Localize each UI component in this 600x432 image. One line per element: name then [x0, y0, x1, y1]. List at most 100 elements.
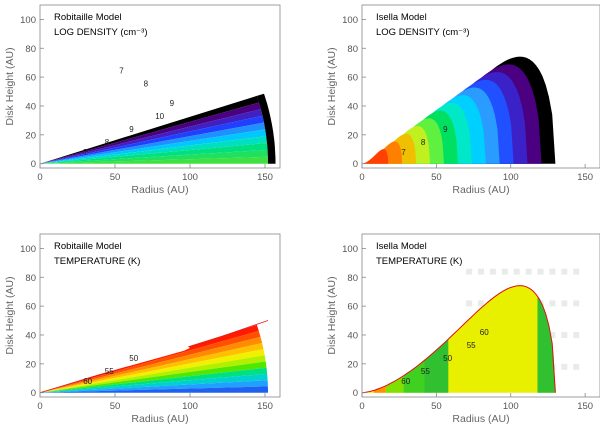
density-band [40, 102, 261, 164]
density-band [40, 156, 268, 164]
x-tick-label: 100 [182, 401, 198, 412]
dither-cell [573, 332, 580, 339]
temperature-band [403, 360, 425, 393]
x-tick-label: 50 [431, 172, 442, 183]
dither-cell [573, 363, 580, 370]
dither-cell [537, 268, 544, 275]
density-band [40, 367, 268, 393]
y-tick-label: 0 [31, 159, 36, 170]
dither-cell [573, 268, 580, 275]
dither-cell [513, 268, 520, 275]
y-tick-label: 20 [25, 359, 36, 370]
density-band [40, 349, 265, 393]
y-axis-label: Disk Height (AU) [326, 47, 338, 125]
quantity-label: TEMPERATURE (K) [54, 256, 140, 267]
dither-cell [478, 300, 485, 307]
dither-cell [466, 300, 473, 307]
plot-area [362, 56, 556, 164]
x-tick-label: 150 [257, 172, 273, 183]
y-tick-label: 40 [25, 101, 36, 112]
density-band [40, 122, 266, 164]
x-tick-label: 50 [431, 401, 442, 412]
y-tick-label: 20 [25, 130, 36, 141]
y-tick-label: 100 [342, 15, 358, 26]
dither-cell [561, 332, 568, 339]
x-axis-label: Radius (AU) [131, 413, 188, 425]
contour-label: 9 [443, 125, 448, 134]
contour-label: 8 [144, 80, 149, 89]
dither-cell [489, 268, 496, 275]
density-band [40, 129, 267, 164]
x-tick-label: 50 [110, 172, 121, 183]
plot-area [40, 320, 269, 394]
x-tick-label: 100 [182, 172, 198, 183]
density-band [40, 336, 263, 393]
contour-label: 55 [421, 367, 430, 376]
density-band [40, 380, 268, 393]
y-tick-label: 40 [25, 330, 36, 341]
quantity-label: LOG DENSITY (cm⁻³) [376, 27, 470, 38]
dither-cell [466, 268, 473, 275]
density-band [40, 109, 263, 164]
y-tick-label: 0 [353, 159, 358, 170]
dither-cell [549, 268, 556, 275]
dither-cell [478, 268, 485, 275]
disk-outline [362, 285, 556, 394]
x-tick-label: 150 [577, 401, 593, 412]
axes-frame [361, 233, 600, 398]
contour-label: 60 [401, 377, 410, 386]
density-band [40, 95, 259, 164]
density-rim [256, 93, 276, 164]
y-tick-label: 60 [25, 302, 36, 313]
y-tick-label: 100 [20, 15, 36, 26]
dither-cell [501, 268, 508, 275]
y-tick-label: 60 [347, 73, 358, 84]
contour-label: 50 [129, 354, 138, 363]
density-band [40, 143, 268, 164]
dither-cell [573, 300, 580, 307]
contour-label: 9 [170, 99, 175, 108]
dither-cell [525, 268, 532, 275]
temperature-band [385, 375, 404, 393]
x-axis-label: Radius (AU) [452, 413, 509, 425]
plot-area [362, 268, 580, 394]
contour-label: 7 [401, 148, 406, 157]
cavity [85, 343, 190, 379]
contour-label: 8 [421, 138, 426, 147]
density-band [40, 330, 261, 393]
x-tick-label: 100 [503, 401, 519, 412]
quantity-label: TEMPERATURE (K) [376, 256, 462, 267]
y-tick-label: 40 [347, 101, 358, 112]
dither-cell [549, 332, 556, 339]
y-tick-label: 0 [31, 388, 36, 399]
contour-label: 60 [83, 377, 92, 386]
y-tick-label: 20 [347, 130, 358, 141]
contour-label: 8 [105, 138, 110, 147]
contour-label: 50 [443, 354, 452, 363]
density-band [40, 149, 268, 164]
x-axis-label: Radius (AU) [131, 184, 188, 196]
contour-label: 10 [155, 112, 164, 121]
x-axis-label: Radius (AU) [452, 184, 509, 196]
y-tick-label: 80 [347, 44, 358, 55]
density-band [40, 343, 264, 393]
axes-frame [39, 4, 281, 169]
y-axis-label: Disk Height (AU) [4, 276, 16, 354]
model-name: Robitaille Model [54, 241, 122, 252]
contour-label: 55 [467, 341, 476, 350]
contour-label: 9 [129, 125, 134, 134]
temperature-band [424, 339, 449, 393]
y-axis-label: Disk Height (AU) [4, 47, 16, 125]
y-tick-label: 80 [347, 273, 358, 284]
model-name: Isella Model [376, 12, 427, 23]
y-tick-label: 20 [347, 359, 358, 370]
density-band [40, 115, 264, 164]
x-tick-label: 150 [257, 401, 273, 412]
y-tick-label: 80 [25, 273, 36, 284]
x-tick-label: 50 [110, 401, 121, 412]
y-tick-label: 0 [353, 388, 358, 399]
